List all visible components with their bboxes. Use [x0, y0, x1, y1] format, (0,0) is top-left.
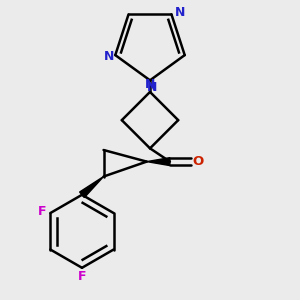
Text: F: F [38, 205, 46, 218]
Text: N: N [146, 81, 157, 94]
Text: N: N [175, 6, 185, 19]
Polygon shape [80, 176, 103, 198]
Text: F: F [78, 270, 86, 283]
Text: N: N [145, 78, 155, 91]
Text: N: N [103, 50, 114, 63]
Polygon shape [147, 158, 170, 166]
Text: O: O [193, 155, 204, 168]
